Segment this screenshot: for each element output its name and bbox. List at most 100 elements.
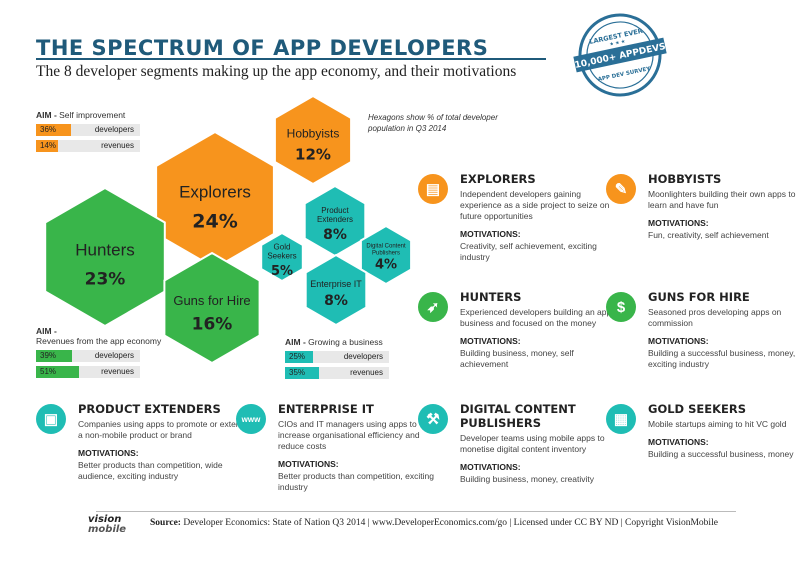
page-subtitle: The 8 developer segments making up the a… (36, 63, 517, 80)
segment-title: PRODUCT EXTENDERS (78, 402, 221, 416)
aim-bar-percent: 36% (40, 125, 57, 134)
segment-description: Developer teams using mobile apps to mon… (460, 433, 605, 454)
aim-bar: 51% revenues (36, 366, 140, 378)
aim-bar: 14% revenues (36, 140, 140, 152)
segment-card: DIGITAL CONTENT PUBLISHERS Developer teams… (460, 402, 618, 485)
aim-block: AIM - Revenues from the app economy 39% dev… (36, 326, 161, 378)
bow-arrow-icon: ➶ (418, 292, 448, 322)
hexagon-5 (260, 231, 304, 283)
aim-bar-fill (36, 124, 71, 136)
badge-star-icon: ★ ★ ★ (609, 39, 627, 48)
hexagon-label: Enterprise IT (310, 279, 362, 289)
hexagon-3 (163, 251, 261, 365)
hexagon-percent: 8% (323, 227, 347, 243)
segment-card: GUNS FOR HIRE Seasoned pros developing ap… (648, 290, 800, 370)
page-title: THE SPECTRUM OF APP DEVELOPERS (36, 36, 489, 60)
aim-heading: AIM - Revenues from the app economy (36, 326, 162, 346)
footer-divider (96, 511, 736, 512)
segment-title: GUNS FOR HIRE (648, 290, 750, 304)
gold-icon: ▦ (606, 404, 636, 434)
aim-bar-label: developers (94, 351, 134, 360)
aim-bar-fill (36, 140, 58, 152)
aim-bar-label: revenues (101, 141, 134, 150)
segment-title: EXPLORERS (460, 172, 536, 186)
motivations-label: MOTIVATIONS: (460, 462, 521, 472)
hexagon-label: Guns for Hire (173, 293, 250, 308)
motivations-label: MOTIVATIONS: (648, 437, 709, 447)
aim-bar-fill (36, 366, 80, 378)
source-text: Developer Economics: State of Nation Q3 … (183, 518, 718, 528)
hexagon-label: Hobbyists (287, 127, 340, 141)
hexagon-label: Digital Content (366, 244, 406, 250)
aim-bar-percent: 39% (40, 351, 57, 360)
aim-bar: 36% developers (36, 124, 140, 136)
aim-bar-percent: 25% (289, 352, 306, 361)
hexagon-7 (304, 253, 368, 327)
hexagon-6 (359, 224, 413, 286)
segment-title: GOLD SEEKERS (648, 402, 746, 416)
aim-bar-fill (36, 350, 73, 362)
segment-description: Mobile startups aiming to hit VC gold (648, 419, 787, 429)
explorer-icon: ▤ (418, 174, 448, 204)
visionmobile-logo: vision mobile (88, 515, 126, 535)
segment-title: HOBBYISTS (648, 172, 722, 186)
aim-bar: 35% revenues (285, 367, 389, 379)
hexagon-percent: 16% (192, 314, 233, 334)
aim-bar: 39% developers (36, 350, 140, 362)
product-icon: ▣ (36, 404, 66, 434)
hexagon-label: Extenders (317, 215, 353, 224)
source-label: Source: (150, 518, 181, 528)
hexagon-label: Product (321, 206, 349, 215)
hexagon-label: Gold (274, 242, 291, 251)
logo-top-text: vision (88, 514, 122, 525)
hexagon-percent: 8% (324, 293, 348, 309)
survey-badge: 10,000+ APPDEVS LARGEST EVER APP DEV SUR… (573, 13, 667, 97)
aim-bar-percent: 35% (289, 368, 306, 377)
hexagon-2 (44, 186, 166, 328)
segment-card: ENTERPRISE IT CIOs and IT managers using … (278, 402, 436, 493)
aim-block: AIM - Self improvement 36% developers 14% re… (36, 110, 140, 152)
segment-card: HOBBYISTS Moonlighters building their own… (648, 172, 800, 241)
www-icon: www (236, 404, 266, 434)
motivations-label: MOTIVATIONS: (460, 229, 521, 239)
segment-motivations: Building business, money, creativity (460, 474, 595, 484)
hexagon-note: Hexagons show % of total developer popul… (368, 113, 498, 133)
hexagon-label: Hunters (75, 241, 135, 260)
segment-card: GOLD SEEKERS Mobile startups aiming to hi… (648, 402, 800, 460)
hexagon-percent: 4% (375, 258, 397, 273)
segment-title: DIGITAL CONTENT PUBLISHERS (460, 402, 576, 430)
segment-description: Companies using apps to promote or exten… (78, 419, 246, 440)
segment-description: CIOs and IT managers using apps to incre… (278, 419, 420, 451)
pickaxe-icon: ⚒ (418, 404, 448, 434)
money-bag-icon: $ (606, 292, 636, 322)
segment-title: HUNTERS (460, 290, 522, 304)
segment-card: HUNTERS Experienced developers building a… (460, 290, 618, 370)
motivations-label: MOTIVATIONS: (648, 336, 709, 346)
hexagon-percent: 23% (85, 270, 126, 290)
segment-description: Independent developers gaining experienc… (460, 189, 610, 221)
footer-source: Source: Developer Economics: State of Na… (150, 518, 718, 528)
aim-heading: AIM - Self improvement (36, 110, 126, 120)
segment-description: Moonlighters building their own apps to … (648, 189, 796, 210)
aim-bar-percent: 51% (40, 367, 57, 376)
segment-description: Seasoned pros developing apps on commiss… (648, 307, 782, 328)
aim-bar: 25% developers (285, 351, 389, 363)
motivations-label: MOTIVATIONS: (460, 336, 521, 346)
segment-motivations: Building a successful business, money, e… (648, 348, 796, 369)
title-underline (36, 58, 546, 60)
hexagon-label: Explorers (179, 183, 251, 202)
aim-bar-label: revenues (350, 368, 383, 377)
motivations-label: MOTIVATIONS: (648, 218, 709, 228)
hexagon-percent: 24% (192, 211, 237, 233)
segment-motivations: Creativity, self achievement, exciting i… (460, 241, 597, 262)
logo-bottom-text: mobile (88, 524, 127, 535)
segment-card: EXPLORERS Independent developers gaining … (460, 172, 618, 263)
segment-motivations: Fun, creativity, self achievement (648, 230, 769, 240)
aim-bar-label: developers (343, 352, 383, 361)
hexagon-label: Seekers (267, 252, 296, 261)
aim-bar-fill (285, 367, 320, 379)
segment-motivations: Building business, money, self achieveme… (460, 348, 574, 369)
hexagon-label: Publishers (372, 251, 400, 257)
aim-bar-label: revenues (101, 367, 134, 376)
